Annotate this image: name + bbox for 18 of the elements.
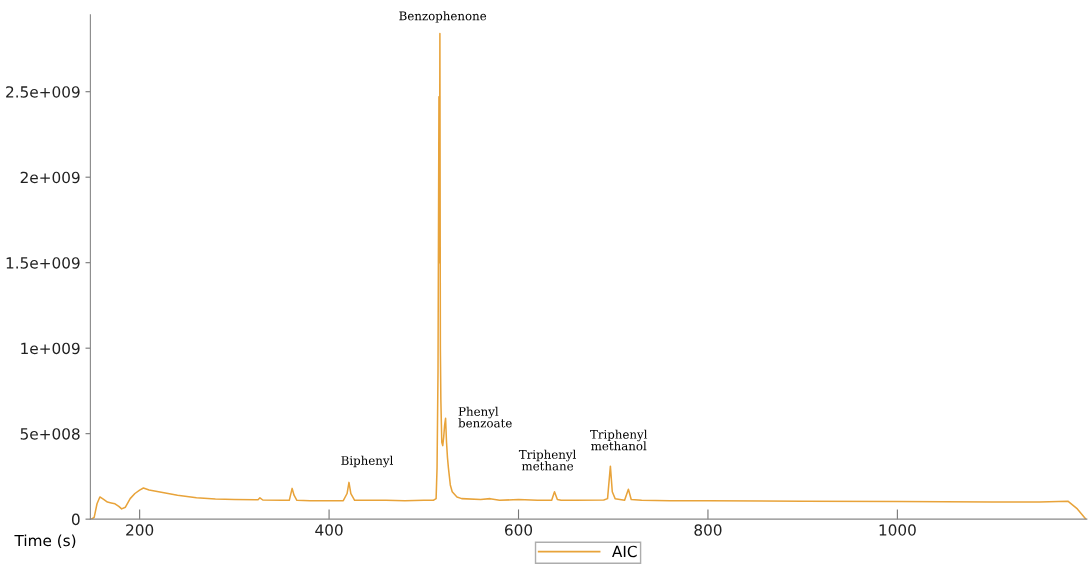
y-tick-label: 0	[71, 513, 80, 526]
y-tick-label: 1.5e+009	[6, 257, 80, 269]
y-tick-label: 2.5e+009	[6, 86, 80, 98]
y-tick-label: 1e+009	[21, 342, 80, 355]
annotation: Biphenyl	[341, 455, 393, 468]
x-tick-label: 400	[315, 524, 343, 536]
annotation: Triphenyl methane	[518, 449, 576, 471]
x-tick-label: 200	[126, 524, 154, 536]
y-tick-label: 2e+009	[20, 171, 80, 184]
y-tick-label: 5e+008	[20, 428, 80, 440]
annotation: Benzophenone	[399, 11, 487, 23]
x-tick-label: 1000	[879, 524, 916, 536]
x-tick-label: 600	[505, 524, 533, 536]
legend-label: AIC	[612, 545, 637, 558]
x-axis-title: Time (s)	[14, 534, 76, 549]
annotation: Triphenyl methanol	[590, 429, 648, 451]
x-tick-label: 800	[694, 524, 722, 536]
annotation: Phenyl benzoate	[458, 406, 512, 428]
